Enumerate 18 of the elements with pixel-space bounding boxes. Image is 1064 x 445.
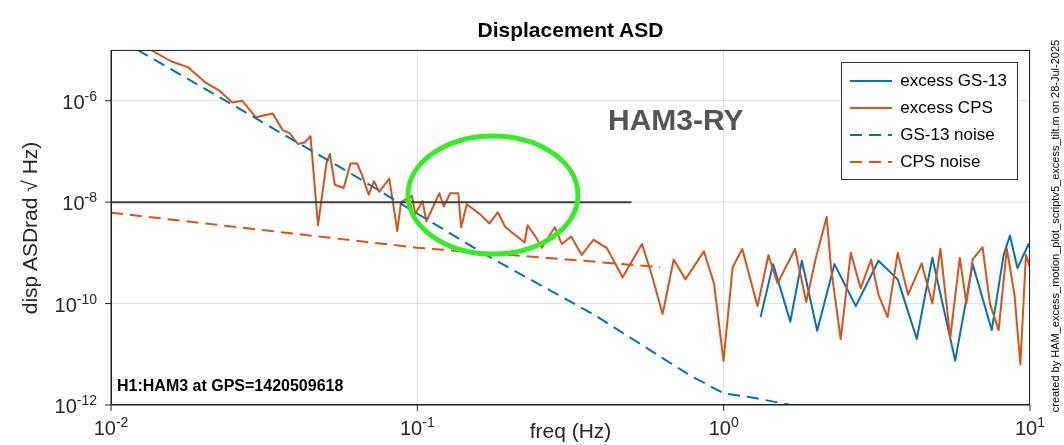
legend-label: excess CPS [900, 97, 993, 118]
y-tick-label: 10$^{-8}$ [62, 189, 98, 215]
y-tick-label: 10$^{-12}$ [54, 392, 98, 417]
y-tick-label: 10$^{-10}$ [54, 290, 98, 316]
annotation: H1:HAM3 at GPS=1420509618 [117, 377, 344, 395]
text: created by HAM_excess_motion_plot_scriptv5_excess_tilt.m on 28-Jul-2025 [1049, 39, 1061, 413]
y-tick-label: 10$^{-6}$ [62, 87, 98, 113]
legend-label: GS-13 noise [900, 124, 995, 145]
x-tick-label: 10$^{-2}$ [93, 414, 129, 439]
chart-title: Displacement ASD [476, 18, 665, 42]
x-tick-label: 10$^{1}$ [1014, 414, 1046, 439]
legend-label: CPS noise [900, 151, 981, 172]
x-tick-label: 10$^{0}$ [708, 414, 739, 439]
x-axis-title: freq (Hz) [529, 419, 612, 442]
legend-label: excess GS-13 [900, 70, 1007, 91]
y-axis-title: disp ASDrad √ Hz) [18, 141, 42, 314]
x-tick-label: 10$^{-1}$ [399, 414, 435, 439]
annotation: HAM3-RY [608, 103, 744, 137]
